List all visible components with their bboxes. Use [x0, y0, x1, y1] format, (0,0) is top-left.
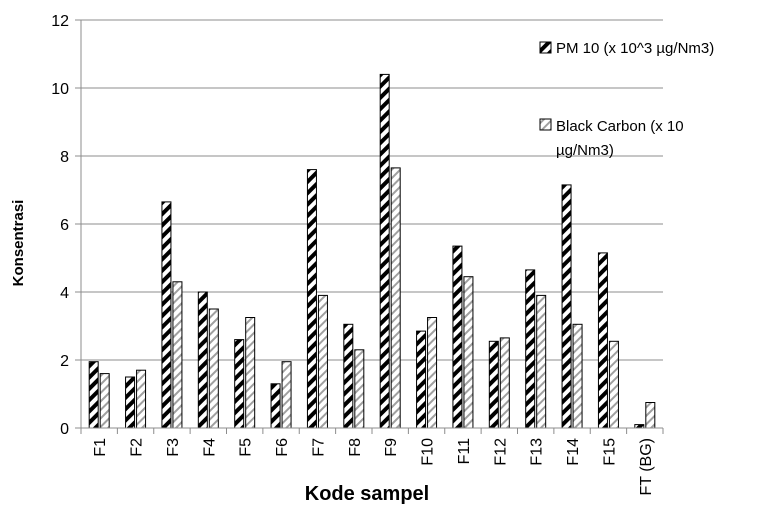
x-axis-title: Kode sampel — [305, 483, 429, 505]
bar-pm10 — [234, 339, 245, 429]
bar-pm10 — [88, 361, 99, 429]
y-tick-label: 8 — [60, 149, 69, 166]
bar-pm10 — [488, 340, 499, 429]
bar-pm10 — [125, 376, 136, 429]
bar-pm10 — [343, 323, 354, 429]
y-tick-labels: 0 2 4 6 8 10 12 — [51, 13, 69, 438]
legend-swatch-black-carbon — [539, 118, 552, 131]
y-tick-label: 10 — [51, 81, 69, 98]
bar-pm10 — [561, 184, 572, 429]
x-tick-label: F9 — [383, 438, 400, 457]
bar-pm10 — [161, 201, 172, 429]
legend: PM 10 (x 10^3 µg/Nm3) Black Carbon (x 10… — [539, 40, 714, 159]
legend-label-black-carbon: Black Carbon (x 10 — [556, 118, 684, 135]
bar-pm10 — [306, 169, 317, 429]
x-tick-label: F5 — [238, 438, 255, 457]
x-tick-label: F6 — [274, 438, 291, 457]
y-tick-label: 6 — [60, 217, 69, 234]
axes — [80, 20, 663, 429]
legend-swatch-pm10 — [539, 41, 552, 54]
bar-black-carbon — [136, 369, 147, 429]
x-tick-label: F7 — [310, 438, 327, 457]
x-tick-label: F2 — [129, 438, 146, 457]
bar-black-carbon — [245, 317, 256, 429]
bar-black-carbon — [208, 308, 219, 429]
x-tick-label: FT (BG) — [638, 438, 655, 495]
bar-pm10 — [525, 269, 536, 429]
bars — [88, 73, 656, 429]
bar-black-carbon — [427, 317, 438, 429]
x-tick-label: F1 — [92, 438, 109, 457]
bar-pm10 — [379, 73, 390, 429]
bar-black-carbon — [317, 294, 328, 429]
x-tick-labels: F1 F2 F3 F4 F5 F6 F7 F8 F9 F10 F11 F12 F13 F14 F15 FT (… — [92, 438, 655, 496]
bar-black-carbon — [99, 373, 110, 429]
bar-black-carbon — [463, 276, 474, 429]
x-tick-label: F14 — [565, 438, 582, 466]
bar-pm10 — [597, 252, 608, 429]
x-tick-label: F11 — [456, 438, 473, 464]
bar-pm10 — [270, 383, 281, 429]
y-tick-label: 12 — [51, 13, 69, 30]
bar-pm10 — [416, 330, 427, 429]
bar-pm10 — [452, 245, 463, 429]
x-tick-label: F3 — [165, 438, 182, 457]
x-tick-label: F8 — [347, 438, 364, 457]
x-tick-label: F13 — [529, 438, 546, 466]
x-tick-label: F15 — [601, 438, 618, 466]
bar-pm10 — [197, 291, 208, 429]
y-tick-label: 4 — [60, 285, 69, 302]
bar-black-carbon — [390, 167, 401, 429]
bar-pm10 — [634, 424, 645, 429]
bar-black-carbon — [645, 402, 656, 429]
bar-black-carbon — [536, 294, 547, 429]
y-tick-label: 0 — [60, 421, 69, 438]
bar-black-carbon — [499, 337, 510, 429]
y-axis-title: Konsentrasi — [10, 200, 27, 287]
bar-black-carbon — [572, 323, 583, 429]
bar-black-carbon — [172, 281, 183, 429]
x-tick-label: F10 — [420, 438, 437, 466]
bar-black-carbon — [608, 340, 619, 429]
y-tick-label: 2 — [60, 353, 69, 370]
x-tick-label: F4 — [201, 438, 218, 457]
x-tick-label: F12 — [492, 438, 509, 466]
legend-label-black-carbon-line2: µg/Nm3) — [556, 142, 614, 159]
bar-black-carbon — [354, 349, 365, 429]
bar-black-carbon — [281, 361, 292, 429]
legend-label-pm10: PM 10 (x 10^3 µg/Nm3) — [556, 40, 714, 57]
